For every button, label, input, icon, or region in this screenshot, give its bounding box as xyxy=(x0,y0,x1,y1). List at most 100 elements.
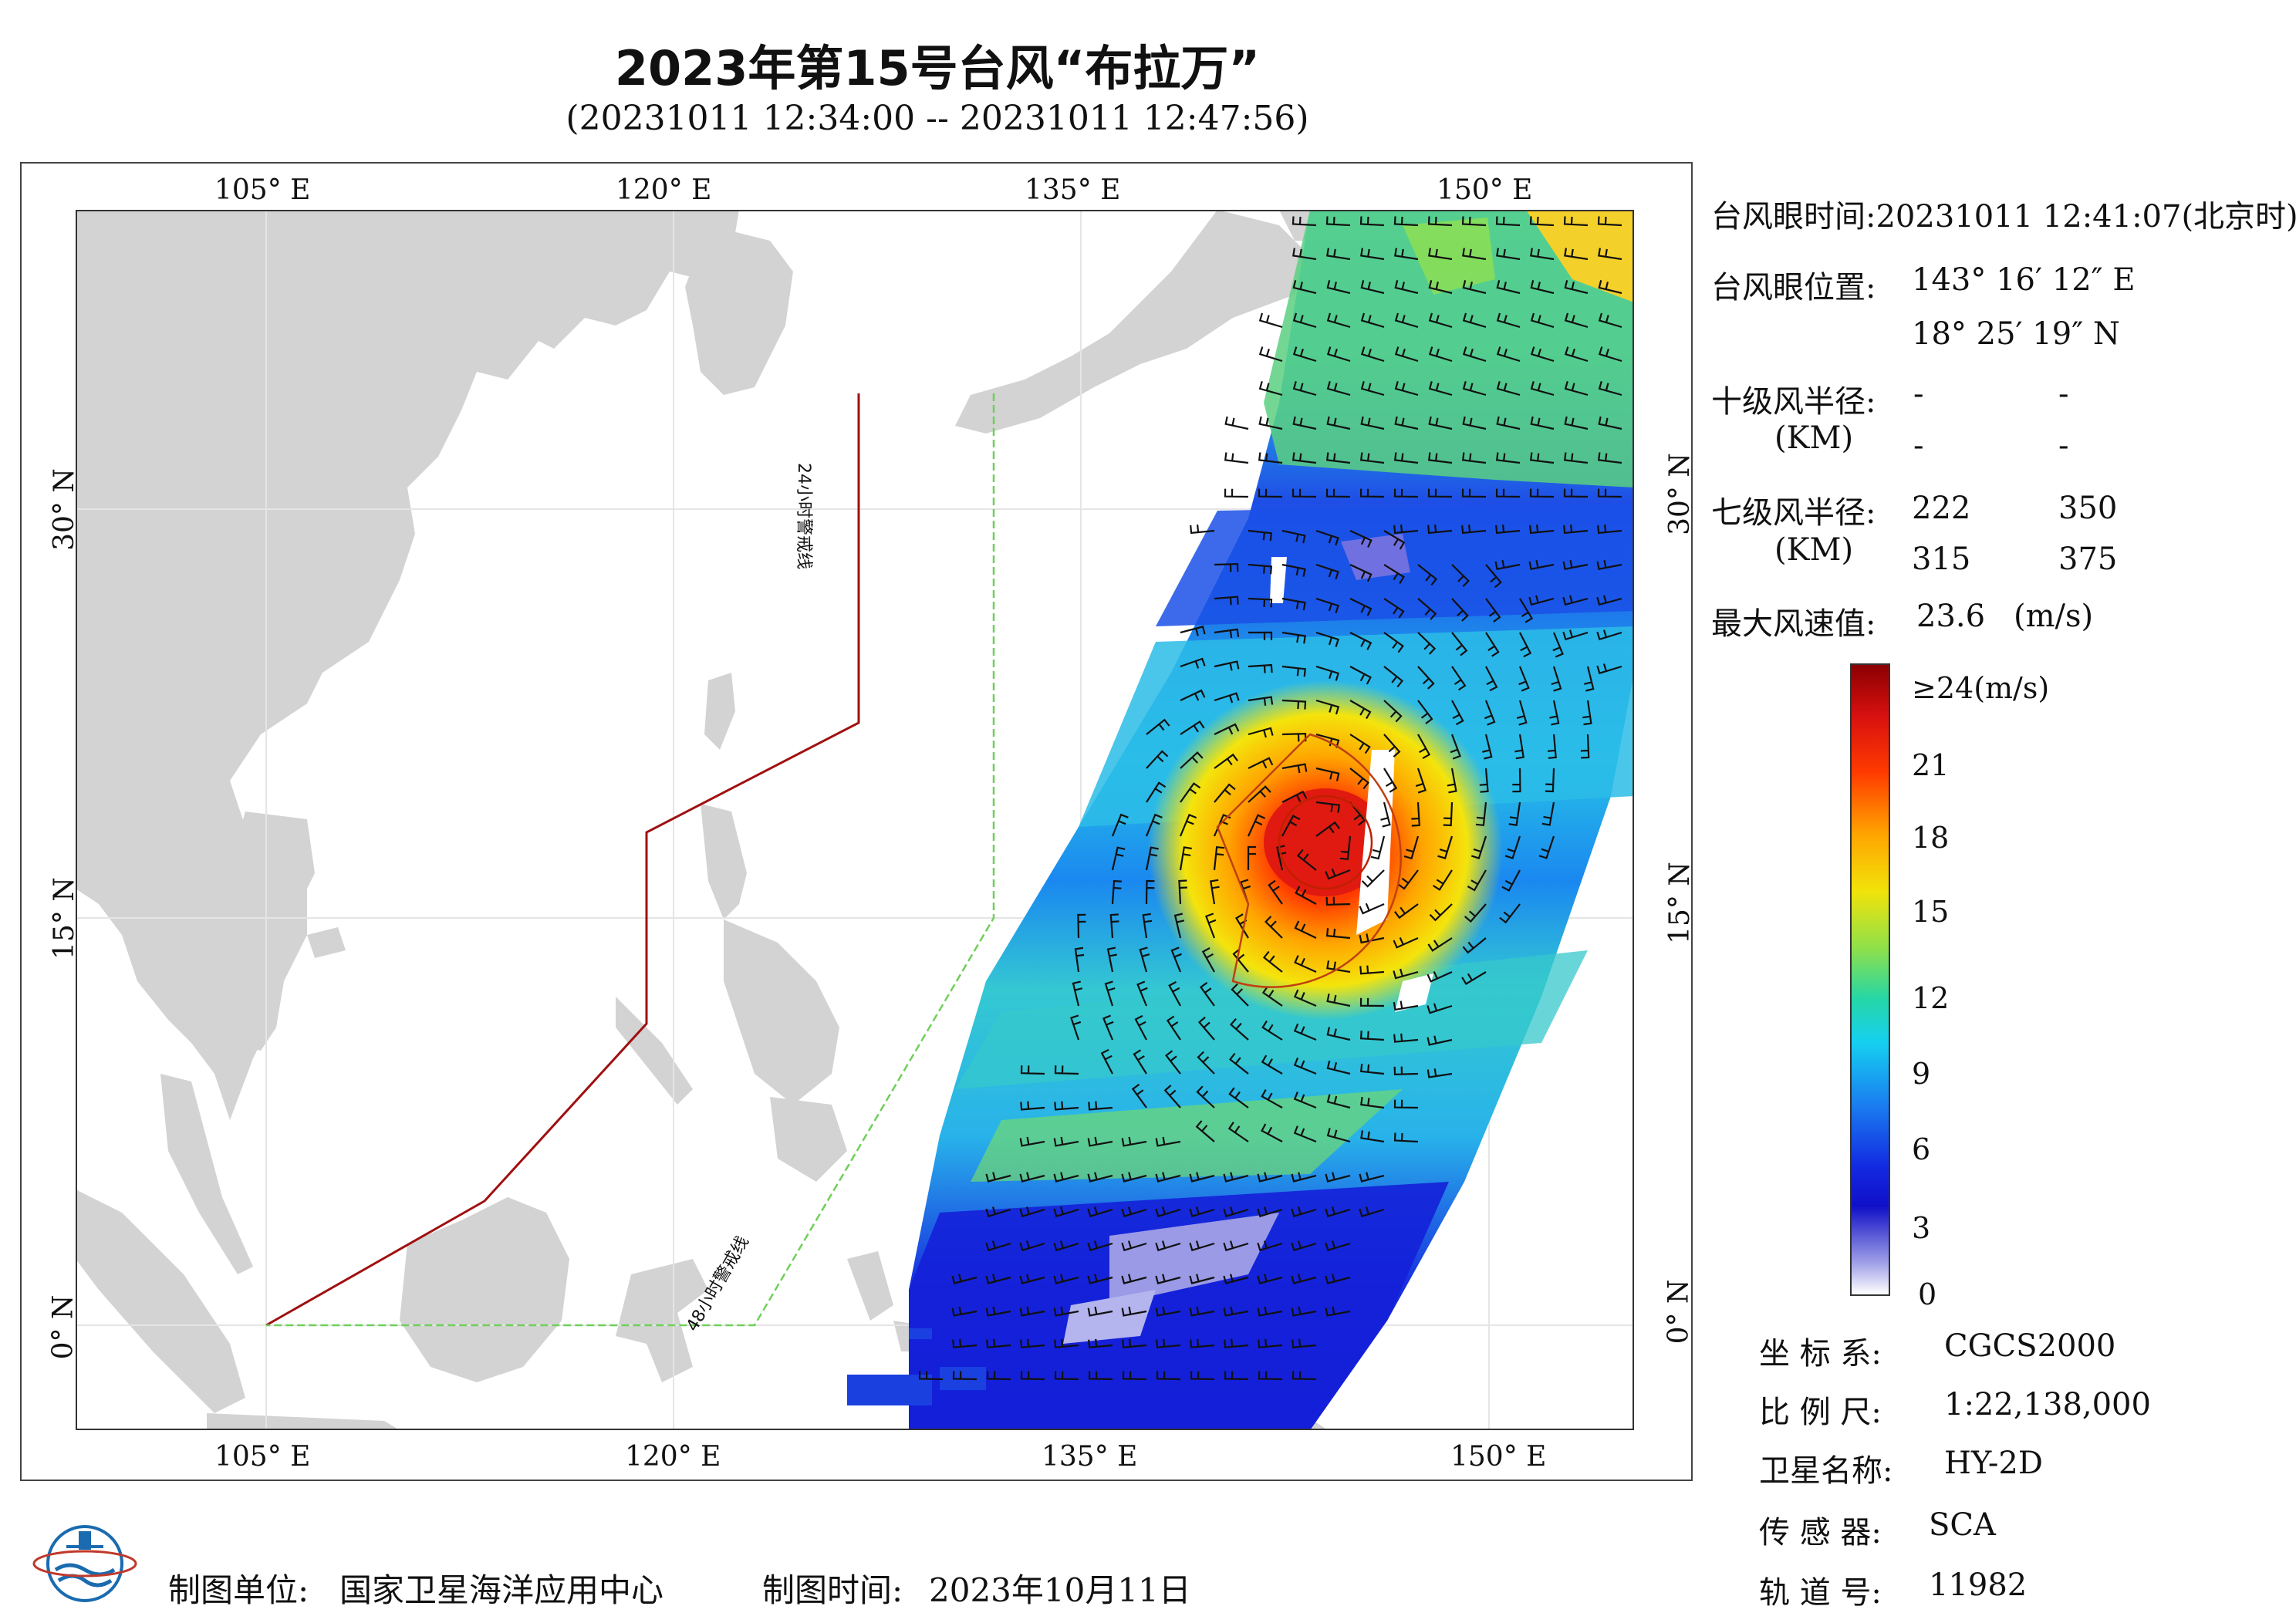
wind-barb xyxy=(1145,846,1159,871)
wind-barb xyxy=(1224,488,1249,498)
wind-barb xyxy=(1136,980,1148,1007)
wind-barb xyxy=(1451,632,1468,656)
wind-barb xyxy=(1393,968,1419,980)
wind-barb xyxy=(1281,563,1306,577)
wind-barb xyxy=(1383,734,1401,758)
wind-barb xyxy=(1257,1306,1283,1317)
wind-barb xyxy=(1564,248,1589,261)
wind-barb xyxy=(1383,598,1405,619)
wind-barb xyxy=(1393,1033,1419,1043)
wind-barb xyxy=(1074,946,1085,973)
wind-barb xyxy=(1087,1240,1113,1252)
wind-barb xyxy=(1495,488,1521,498)
wind-barb xyxy=(1427,1068,1453,1078)
r10-value-ne: - xyxy=(1913,376,1924,412)
wind-barb xyxy=(1461,488,1487,498)
wind-barb xyxy=(1281,529,1306,544)
wind-barb xyxy=(1339,835,1352,861)
wind-barb xyxy=(1451,564,1470,587)
wind-barb xyxy=(1292,452,1317,464)
wind-barb xyxy=(1292,346,1317,363)
wind-barb xyxy=(1281,790,1308,803)
wind-barb xyxy=(1598,312,1622,329)
wind-barb xyxy=(1145,879,1155,905)
eye-lat: 18° 25′ 19″ N xyxy=(1912,316,2120,352)
wind-barb xyxy=(1464,903,1487,923)
wind-barb xyxy=(1294,955,1317,973)
wind-barb xyxy=(1326,1027,1351,1041)
r7-value-nw: 375 xyxy=(2058,542,2118,577)
wind-barb xyxy=(1054,1338,1079,1348)
lon-top-150: 150° E xyxy=(1437,174,1533,206)
wind-barb xyxy=(1258,381,1283,396)
legend-label-24: ≥24(m/s) xyxy=(1912,671,2050,705)
wind-barb xyxy=(1281,763,1308,774)
wind-barb xyxy=(1451,700,1464,726)
wind-barb xyxy=(1292,312,1317,329)
wind-barb xyxy=(1495,524,1521,535)
wind-barb xyxy=(1293,1023,1317,1041)
wind-barb xyxy=(1291,1306,1317,1317)
wind-barb xyxy=(1180,689,1206,701)
wind-barb xyxy=(1315,597,1339,614)
lon-top-135: 135° E xyxy=(1025,174,1121,206)
wind-barb xyxy=(952,1371,977,1381)
eye-lon: 143° 16′ 12″ E xyxy=(1912,262,2136,298)
wind-barb xyxy=(1258,1338,1283,1348)
wind-barb xyxy=(1180,720,1205,735)
wind-barb xyxy=(1223,1206,1249,1218)
maker-value: 国家卫星海洋应用中心 xyxy=(339,1571,664,1609)
wind-barb xyxy=(1383,564,1405,584)
wind-barb xyxy=(1428,248,1453,261)
wind-barb xyxy=(1393,524,1419,535)
wind-barb xyxy=(1292,416,1317,430)
wind-barb xyxy=(1359,488,1385,498)
wind-barb xyxy=(1596,595,1622,606)
wind-barb xyxy=(1598,416,1622,430)
wind-barb xyxy=(1530,416,1555,430)
lon-top-105: 105° E xyxy=(214,174,311,206)
wind-barb xyxy=(1541,801,1555,826)
wind-barb xyxy=(1383,768,1398,793)
wind-barb xyxy=(1462,937,1487,954)
wind-barb xyxy=(1417,564,1438,586)
wind-barb xyxy=(1562,629,1589,641)
wind-barb xyxy=(1111,879,1123,905)
wind-barb xyxy=(1248,696,1274,706)
wind-barb xyxy=(1415,768,1427,794)
wind-barb xyxy=(1268,879,1283,905)
wind-barb xyxy=(1518,666,1530,692)
lon-top-120: 120° E xyxy=(616,174,712,206)
wind-barb xyxy=(1359,965,1385,975)
wind-barb xyxy=(1102,1014,1114,1041)
wind-barb xyxy=(1087,1136,1113,1147)
wind-barb xyxy=(1315,821,1340,837)
legend-label-3: 3 xyxy=(1912,1211,1931,1245)
wind-barb xyxy=(1528,559,1555,570)
wind-barb xyxy=(1223,1240,1249,1252)
wind-barb xyxy=(1223,1274,1249,1284)
wind-barb xyxy=(985,1274,1011,1284)
wind-barb xyxy=(1088,1371,1113,1381)
wind-barb xyxy=(1549,700,1560,726)
wind-barb xyxy=(1155,1206,1181,1218)
wind-barb xyxy=(1496,416,1521,430)
wind-barb xyxy=(1461,216,1487,227)
wind-barb xyxy=(1214,596,1239,606)
wind-barb xyxy=(1563,524,1589,535)
wind-barb xyxy=(1393,452,1419,464)
wind-barb xyxy=(1393,488,1419,498)
wind-barb xyxy=(1564,346,1589,363)
wind-barb xyxy=(1564,312,1589,329)
wind-barb xyxy=(1156,1371,1181,1381)
wind-barb xyxy=(1315,529,1339,546)
wind-barb xyxy=(1179,813,1197,837)
wind-barb xyxy=(1224,416,1249,430)
wind-barb xyxy=(1349,564,1373,582)
wind-barb xyxy=(1131,1083,1147,1108)
wind-barb xyxy=(1053,1306,1079,1317)
wind-barb xyxy=(1248,663,1273,673)
wind-barb xyxy=(1562,595,1589,606)
wind-barb xyxy=(1258,452,1283,464)
nsoas-logo-icon xyxy=(32,1525,137,1602)
